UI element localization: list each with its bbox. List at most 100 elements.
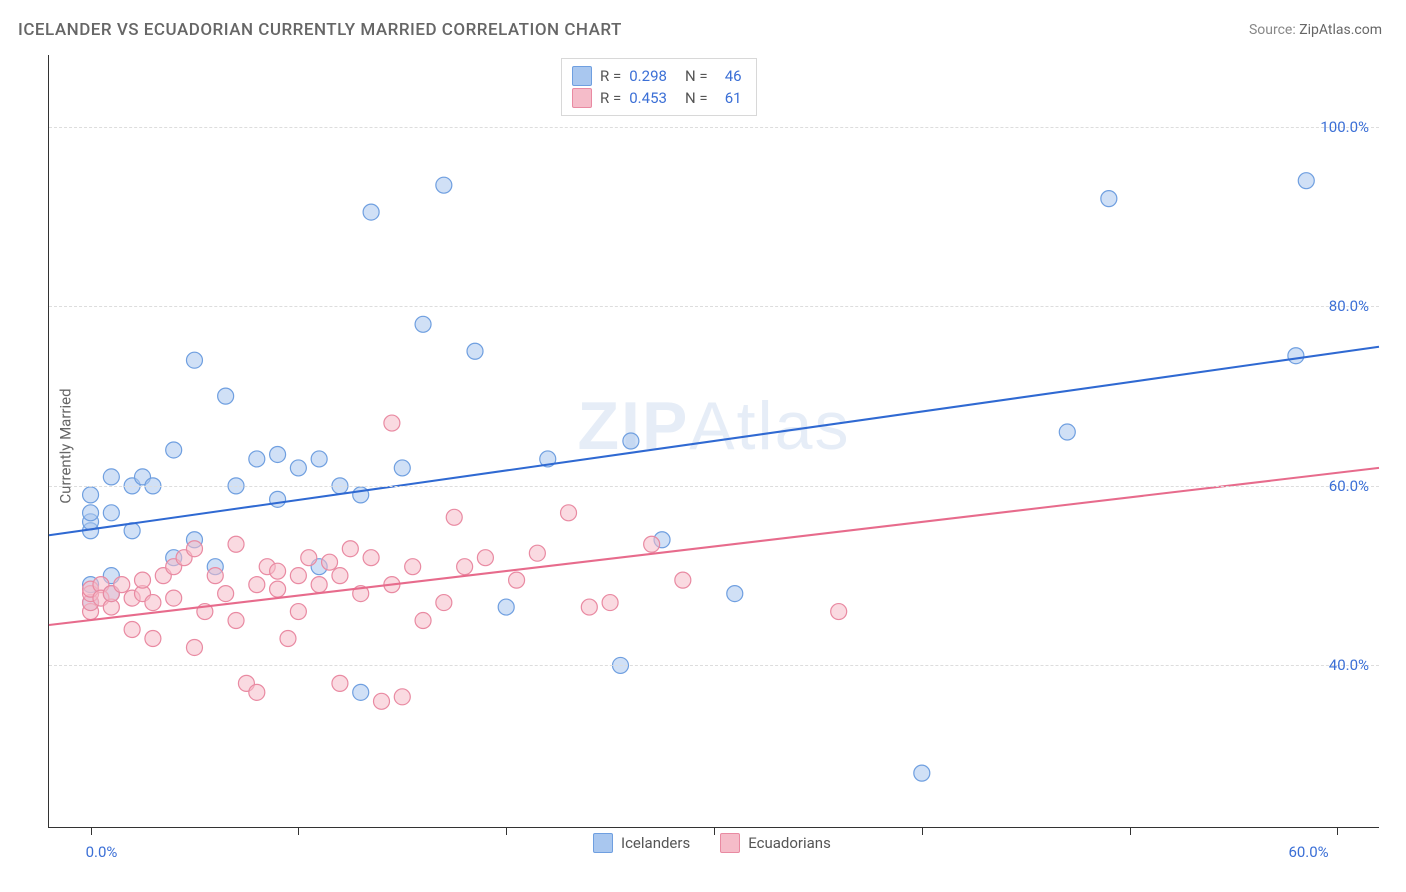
x-tick [91, 827, 92, 835]
x-tick-label: 0.0% [86, 843, 118, 861]
data-point [270, 491, 286, 507]
data-point [602, 595, 618, 611]
data-point [1059, 424, 1075, 440]
legend-n-value: 61 [716, 87, 742, 109]
data-point [311, 451, 327, 467]
data-point [363, 550, 379, 566]
trend-line [49, 347, 1379, 536]
legend-series-name: Ecuadorians [748, 834, 831, 852]
data-point [207, 568, 223, 584]
y-tick-label: 60.0% [1329, 477, 1369, 495]
data-point [311, 577, 327, 593]
data-point [218, 586, 234, 602]
data-point [405, 559, 421, 575]
chart-title: ICELANDER VS ECUADORIAN CURRENTLY MARRIE… [18, 20, 622, 40]
data-point [457, 559, 473, 575]
data-point [166, 442, 182, 458]
legend-r-label: R = [600, 65, 621, 87]
trend-line [49, 468, 1379, 625]
legend-stat-row: R =0.298N =46 [572, 65, 742, 87]
data-point [290, 568, 306, 584]
data-point [166, 590, 182, 606]
gridline [49, 665, 1379, 666]
data-point [186, 639, 202, 655]
data-point [270, 563, 286, 579]
y-tick-label: 40.0% [1329, 656, 1369, 674]
gridline [49, 127, 1379, 128]
data-point [446, 509, 462, 525]
data-point [290, 604, 306, 620]
data-point [270, 581, 286, 597]
data-point [581, 599, 597, 615]
legend-r-value: 0.453 [629, 87, 667, 109]
data-point [249, 684, 265, 700]
legend-series: Icelanders Ecuadorians [593, 833, 831, 853]
data-point [135, 572, 151, 588]
data-point [644, 536, 660, 552]
data-point [228, 613, 244, 629]
data-point [384, 415, 400, 431]
legend-swatch [572, 66, 592, 86]
source-label: Source: [1249, 22, 1296, 38]
data-point [498, 599, 514, 615]
y-tick-label: 100.0% [1320, 118, 1369, 136]
legend-stats: R =0.298N =46R =0.453N =61 [561, 58, 757, 116]
data-point [467, 343, 483, 359]
data-point [374, 693, 390, 709]
data-point [363, 204, 379, 220]
y-tick-label: 80.0% [1329, 297, 1369, 315]
data-point [103, 505, 119, 521]
x-tick [506, 827, 507, 835]
data-point [1101, 191, 1117, 207]
data-point [124, 622, 140, 638]
data-point [145, 630, 161, 646]
data-point [186, 352, 202, 368]
data-point [561, 505, 577, 521]
data-point [623, 433, 639, 449]
source-credit: Source: ZipAtlas.com [1249, 22, 1382, 38]
data-point [477, 550, 493, 566]
data-point [322, 554, 338, 570]
chart-root: ICELANDER VS ECUADORIAN CURRENTLY MARRIE… [0, 0, 1406, 892]
x-tick [298, 827, 299, 835]
x-tick [922, 827, 923, 835]
data-point [114, 577, 130, 593]
gridline [49, 306, 1379, 307]
data-point [332, 675, 348, 691]
legend-item: Ecuadorians [720, 833, 831, 853]
data-point [249, 577, 265, 593]
legend-r-label: R = [600, 87, 621, 109]
data-point [301, 550, 317, 566]
data-point [103, 469, 119, 485]
plot-area: ZIPAtlas R =0.298N =46R =0.453N =61 40.0… [48, 55, 1379, 828]
data-point [436, 595, 452, 611]
gridline [49, 486, 1379, 487]
data-point [831, 604, 847, 620]
data-point [1288, 348, 1304, 364]
legend-swatch [572, 88, 592, 108]
legend-n-label: N = [685, 87, 708, 109]
x-tick [1130, 827, 1131, 835]
data-point [249, 451, 265, 467]
source-value: ZipAtlas.com [1299, 22, 1382, 38]
data-point [83, 505, 99, 521]
data-point [415, 316, 431, 332]
x-tick-label: 60.0% [1288, 843, 1328, 861]
legend-item: Icelanders [593, 833, 690, 853]
data-point [332, 568, 348, 584]
x-tick [1337, 827, 1338, 835]
legend-n-value: 46 [716, 65, 742, 87]
data-point [228, 536, 244, 552]
data-point [353, 487, 369, 503]
legend-r-value: 0.298 [629, 65, 667, 87]
data-point [83, 487, 99, 503]
data-point [218, 388, 234, 404]
data-point [1298, 173, 1314, 189]
legend-series-name: Icelanders [621, 834, 690, 852]
data-point [280, 630, 296, 646]
data-point [675, 572, 691, 588]
plot-svg [49, 55, 1379, 827]
data-point [145, 595, 161, 611]
legend-swatch [593, 833, 613, 853]
legend-swatch [720, 833, 740, 853]
